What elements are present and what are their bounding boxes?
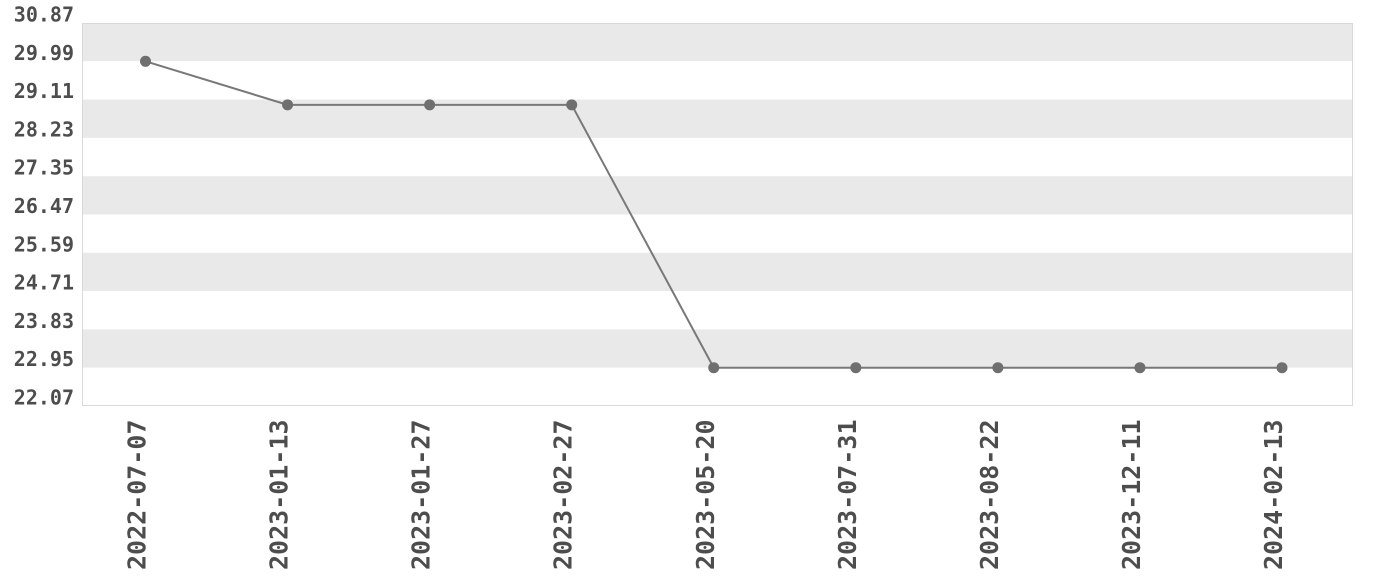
data-point-marker [140,55,151,67]
data-point-marker [1276,362,1288,374]
data-point-marker [850,362,862,374]
plot-band [82,329,1353,368]
y-axis-tick-label: 26.47 [14,194,74,218]
y-axis-tick-label: 29.99 [14,41,74,65]
data-point-marker [566,99,578,111]
y-axis-tick-label: 30.87 [14,3,74,27]
plot-band [82,214,1353,253]
x-axis-tick-label: 2023-12-11 [1117,419,1146,570]
data-point-marker [424,99,436,111]
y-axis-tick-label: 29.11 [14,79,74,103]
data-point-marker [992,362,1004,374]
plot-band [82,99,1353,138]
x-axis-tick-label: 2023-01-27 [407,419,436,570]
plot-band [82,291,1353,330]
x-axis-tick-label: 2023-01-13 [265,419,294,570]
plot-band [82,23,1353,62]
x-axis-tick-label: 2022-07-07 [123,419,152,570]
plot-band [82,61,1353,100]
plot-band [82,367,1353,406]
y-axis-tick-label: 25.59 [14,232,74,256]
x-axis-tick-label: 2023-05-20 [691,419,720,570]
y-axis-tick-label: 28.23 [14,117,74,141]
plot-band [82,137,1353,177]
y-axis-tick-label: 22.07 [14,386,74,410]
y-axis-tick-label: 23.83 [14,309,74,333]
data-point-marker [708,362,720,374]
plot-border [82,23,1353,406]
x-axis-tick-label: 2023-08-22 [975,419,1004,570]
y-axis-tick-label: 24.71 [14,271,74,295]
plot-band [82,252,1353,292]
y-axis-tick-label: 27.35 [14,156,74,180]
plot-band [82,176,1353,215]
data-point-marker [282,99,294,111]
x-axis-tick-label: 2023-02-27 [549,419,578,570]
x-axis-tick-label: 2024-02-13 [1259,419,1288,570]
data-point-marker [1134,362,1146,374]
x-axis-tick-label: 2023-07-31 [833,419,862,570]
y-axis-tick-label: 22.95 [14,347,74,371]
